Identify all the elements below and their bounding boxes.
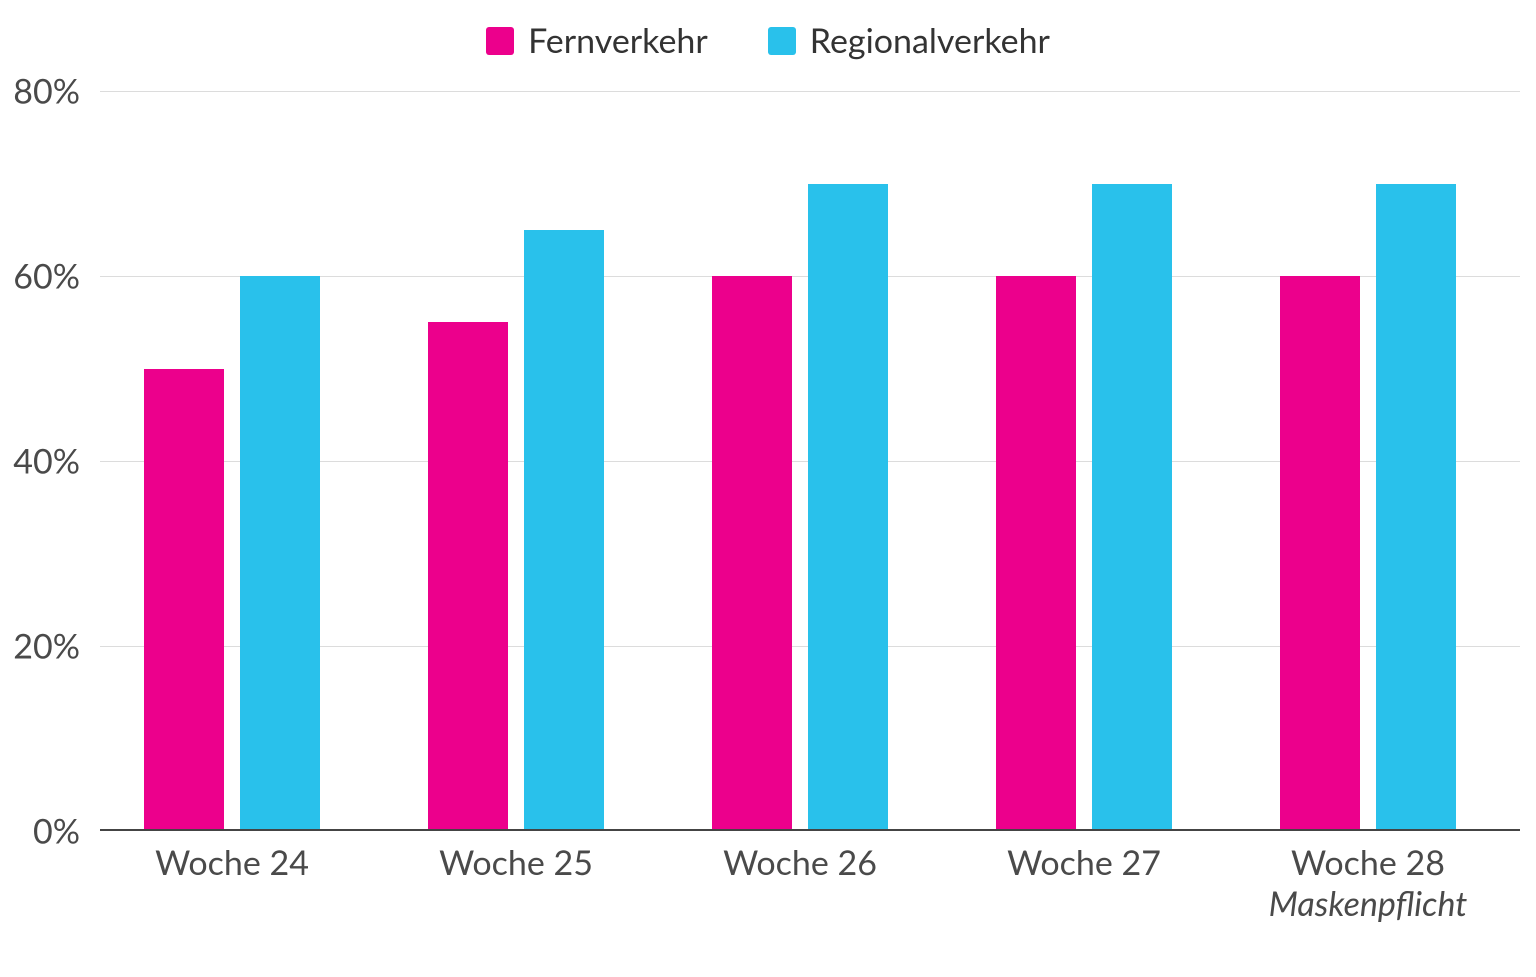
legend-item-regionalverkehr: Regionalverkehr [768,20,1050,61]
bar-fernverkehr [144,369,224,832]
y-tick-label: 60% [13,256,80,297]
legend-label: Fernverkehr [528,20,708,61]
bar-regionalverkehr [808,184,888,832]
legend-swatch [486,27,514,55]
y-tick-label: 0% [33,811,80,852]
grouped-bar-chart: Fernverkehr Regionalverkehr 0% 20% 40% 60% 8… [0,0,1536,977]
y-tick-label: 40% [13,441,80,482]
x-tick-label: Woche 28Maskenpflicht [1269,843,1468,925]
x-tick-label: Woche 27 [1007,843,1161,884]
bar-regionalverkehr [240,276,320,831]
y-tick-label: 80% [13,71,80,112]
legend: Fernverkehr Regionalverkehr [0,20,1536,61]
bars [100,91,1520,831]
legend-swatch [768,27,796,55]
bar-fernverkehr [428,322,508,831]
legend-item-fernverkehr: Fernverkehr [486,20,708,61]
plot-area [100,91,1520,831]
legend-label: Regionalverkehr [810,20,1050,61]
x-tick-label: Woche 26 [723,843,877,884]
y-axis-labels: 0%20%40%60%80% [0,91,90,831]
bar-fernverkehr [712,276,792,831]
x-tick-label: Woche 24 [155,843,309,884]
bar-regionalverkehr [1376,184,1456,832]
bar-fernverkehr [996,276,1076,831]
bar-regionalverkehr [1092,184,1172,832]
x-axis-labels: Woche 24 Woche 25 Woche 26 Woche 27 Woche 28… [100,843,1520,963]
x-tick-label: Woche 25 [439,843,593,884]
y-tick-label: 20% [13,626,80,667]
bar-regionalverkehr [524,230,604,831]
bar-fernverkehr [1280,276,1360,831]
x-axis-line [100,829,1520,831]
